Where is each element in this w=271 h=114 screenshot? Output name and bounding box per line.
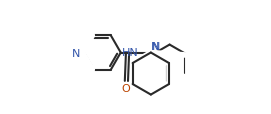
Text: N: N [151,42,160,52]
Text: HN: HN [122,48,139,58]
Text: O: O [121,83,130,93]
Text: N: N [72,48,80,58]
Text: N: N [151,42,160,52]
